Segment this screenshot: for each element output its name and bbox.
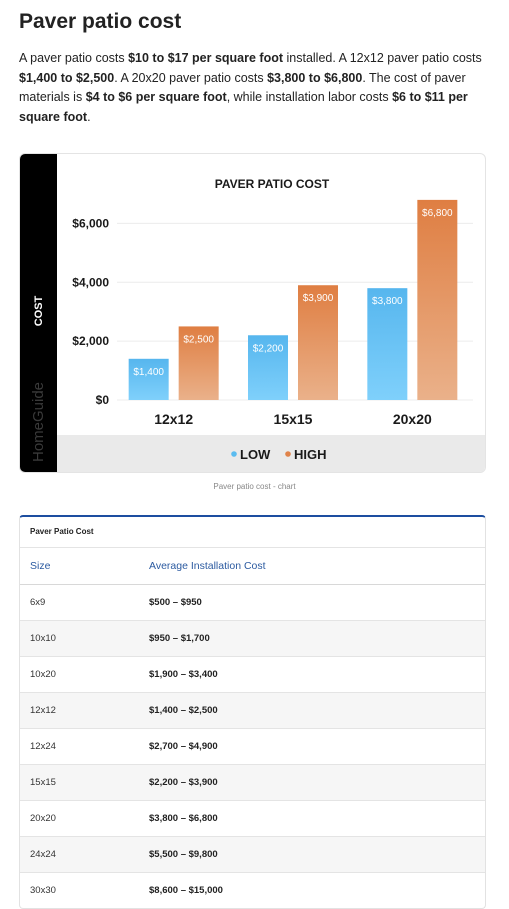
table-header-cost: Average Installation Cost — [148, 548, 485, 585]
table-row: 15x15 $2,200 – $3,900 — [20, 764, 485, 801]
table-row: 24x24 $5,500 – $9,800 — [20, 836, 485, 873]
legend-band — [57, 435, 485, 472]
y-ticks: $0 $2,000 $4,000 $6,000 — [72, 216, 109, 407]
bar-value-label: $3,800 — [372, 296, 403, 307]
bar-low-15x15 — [248, 335, 288, 400]
table-header-row: Size Average Installation Cost — [20, 548, 485, 585]
intro-paragraph: A paver patio costs $10 to $17 per squar… — [19, 49, 489, 127]
table-title: Paver Patio Cost — [20, 517, 485, 548]
table-cell-cost: $2,700 – $4,900 — [148, 728, 485, 765]
intro-text: , while installation labor costs — [226, 90, 393, 104]
chart-side-band — [20, 154, 57, 472]
table-row: 12x12 $1,400 – $2,500 — [20, 692, 485, 729]
table-cell-size: 30x30 — [30, 885, 56, 896]
chart-card: PAVER PATIO COST COST HomeGuide $0 $2,000… — [19, 153, 486, 473]
y-tick-label: $6,000 — [72, 216, 109, 230]
table-cell-size: 12x12 — [20, 692, 148, 729]
table-cell-cost: $1,400 – $2,500 — [148, 692, 485, 729]
legend: LOW HIGH — [231, 447, 327, 462]
chart-brand-watermark: HomeGuide — [30, 382, 47, 462]
bar-low-20x20 — [367, 288, 408, 400]
bar-value-label: $2,500 — [183, 334, 214, 345]
y-tick-label: $0 — [96, 393, 110, 407]
bar-high-15x15 — [298, 285, 338, 400]
chart-title: PAVER PATIO COST — [215, 177, 330, 191]
chart: PAVER PATIO COST COST HomeGuide $0 $2,000… — [30, 177, 473, 462]
table-cell-size: 15x15 — [20, 764, 148, 801]
x-tick-label: 15x15 — [274, 411, 313, 427]
table-cell-size: 10x10 — [20, 620, 148, 657]
intro-text: . A 20x20 paver patio costs — [114, 70, 268, 85]
table-cell-cost: $500 – $950 — [148, 584, 485, 621]
intro-highlight: $4 to $6 per square foot — [85, 90, 227, 104]
table-cell-size: 20x20 — [20, 800, 148, 837]
intro-highlight: $6 to $11 per square foot — [19, 90, 468, 124]
table-header-size: Size — [20, 548, 148, 585]
intro-text: . — [87, 109, 91, 124]
table-row: 30x30 $8,600 – $15,000 — [20, 873, 485, 909]
legend-dot-low — [231, 451, 237, 457]
table-cell-cost: $2,200 – $3,900 — [148, 764, 485, 801]
table-row: 6x9 $500 – $950 — [20, 584, 485, 621]
bar-low-12x12 — [128, 358, 169, 400]
bar-value-label: $3,900 — [303, 293, 334, 304]
legend-dot-high — [285, 451, 291, 457]
x-ticks: 12x12 15x15 20x20 — [154, 411, 432, 427]
table-cell-cost: $950 – $1,700 — [148, 620, 485, 657]
cost-table: Size Average Installation Cost 6x9 $500 –… — [20, 548, 485, 908]
bar-value-label: $1,400 — [133, 367, 164, 378]
table-row: 10x20 $1,900 – $3,400 — [20, 656, 485, 693]
table-cell-size: 24x24 — [20, 836, 148, 873]
table-body: 6x9 $500 – $950 10x10 $950 – $1,700 10x20 $1,… — [20, 584, 485, 909]
table-cell-size: 10x20 — [20, 656, 148, 693]
bars: $1,400 $2,500 $2,200 $3,900 $3,800 $6,800 — [128, 199, 458, 400]
bar-high-20x20 — [417, 199, 458, 400]
table-cell-cost: $3,800 – $6,800 — [148, 800, 485, 837]
chart-caption: Paver patio cost - chart — [213, 482, 296, 491]
intro-text: A paver patio costs — [19, 51, 129, 65]
legend-label-high: HIGH — [294, 447, 327, 462]
table-row: 12x24 $2,700 – $4,900 — [20, 728, 485, 765]
intro-text: installed. A 12x12 paver patio costs — [283, 51, 482, 65]
grid-lines — [117, 222, 473, 401]
intro-highlight: $10 to $17 per square foot — [128, 51, 284, 65]
legend-label-low: LOW — [240, 447, 271, 462]
y-tick-label: $2,000 — [72, 334, 109, 348]
cost-table-card: Paver Patio Cost Size Average Installati… — [19, 515, 486, 909]
table-cell-size: 12x24 — [20, 728, 148, 765]
table-cell-cost: $1,900 – $3,400 — [148, 656, 485, 693]
bar-value-label: $2,200 — [253, 343, 284, 354]
bar-high-12x12 — [178, 326, 219, 400]
table-row: 20x20 $3,800 – $6,800 — [20, 800, 485, 837]
bar-value-label: $6,800 — [422, 208, 453, 219]
table-cell-cost: $8,600 – $15,000 — [149, 885, 223, 896]
table-cell-cost: $5,500 – $9,800 — [148, 836, 485, 873]
table-row: 10x10 $950 – $1,700 — [20, 620, 485, 657]
table-cell-size: 6x9 — [20, 584, 148, 621]
intro-highlight: $3,800 to $6,800 — [267, 70, 363, 85]
intro-highlight: $1,400 to $2,500 — [19, 70, 115, 85]
x-tick-label: 12x12 — [154, 411, 193, 427]
y-tick-label: $4,000 — [72, 275, 109, 289]
x-tick-label: 20x20 — [393, 411, 432, 427]
page-title: Paver patio cost — [19, 10, 182, 33]
chart-ylabel: COST — [33, 295, 45, 326]
intro-text: . The cost of paver materials is — [19, 70, 466, 105]
